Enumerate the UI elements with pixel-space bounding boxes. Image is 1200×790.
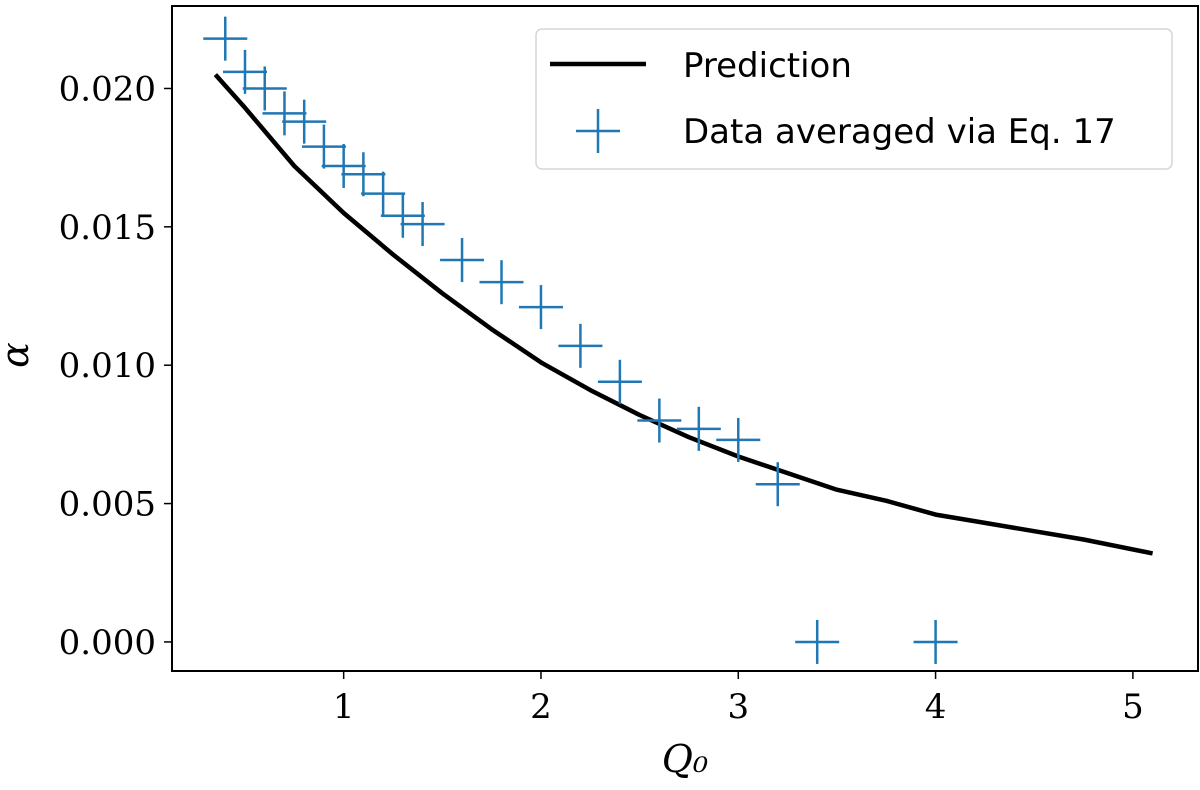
data-point-marker <box>203 16 248 61</box>
y-axis-label: α <box>0 342 37 368</box>
data-point-marker <box>380 193 425 238</box>
data-point-marker <box>755 462 800 507</box>
legend-data-swatch <box>576 109 620 153</box>
plot-frame <box>171 5 1199 672</box>
data-point-marker <box>518 285 563 330</box>
data-point-marker <box>795 619 840 664</box>
axis-ticks: 1 2 3 4 5 0.000 0.005 0.010 0.015 0.020 <box>59 69 1144 727</box>
data-point-marker <box>558 323 603 368</box>
legend-data-label: Data averaged via Eq. 17 <box>683 112 1116 152</box>
y-tick-label: 0.005 <box>59 485 156 525</box>
data-point-marker <box>637 398 682 443</box>
data-point-marker <box>716 417 761 462</box>
legend: Prediction Data averaged via Eq. 17 <box>535 28 1173 170</box>
x-tick-label: 2 <box>530 687 552 727</box>
data-point-marker <box>400 202 445 247</box>
x-tick-label: 5 <box>1122 687 1144 727</box>
data-point-marker <box>223 49 268 94</box>
data-point-marker <box>479 260 524 305</box>
data-point-marker <box>282 99 327 144</box>
plot-series <box>203 16 1154 664</box>
y-tick-label: 0.015 <box>59 208 156 248</box>
y-tick-label: 0.020 <box>59 69 156 109</box>
x-tick-label: 3 <box>727 687 749 727</box>
data-point-marker <box>341 152 386 197</box>
data-point-marker <box>440 238 485 283</box>
data-point-marker <box>301 124 346 169</box>
legend-box <box>535 28 1173 170</box>
x-axis-label: Q₀ <box>662 737 708 781</box>
y-tick-label: 0.010 <box>59 346 156 386</box>
data-point-marker <box>361 171 406 216</box>
legend-prediction-label: Prediction <box>683 46 852 86</box>
data-point-marker <box>262 91 307 136</box>
data-point-marker <box>913 619 958 664</box>
data-point-marker <box>597 359 642 404</box>
data-point-marker <box>676 406 721 451</box>
data-point-marker <box>321 143 366 188</box>
prediction-line <box>213 73 1154 556</box>
y-tick-label: 0.000 <box>59 623 156 663</box>
x-tick-label: 1 <box>333 687 355 727</box>
x-tick-label: 4 <box>925 687 947 727</box>
data-point-marker <box>242 66 287 111</box>
